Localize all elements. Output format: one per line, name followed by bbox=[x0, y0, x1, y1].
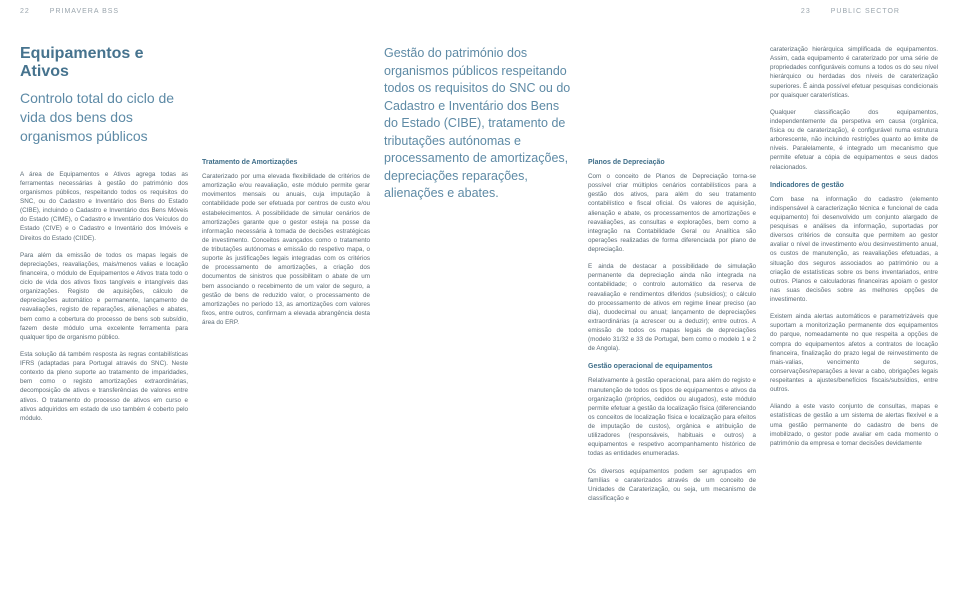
page-number-right: 23 bbox=[801, 8, 811, 15]
brand-right: PUBLIC SECTOR bbox=[831, 8, 900, 15]
col5-para-4: Existem ainda alertas automáticos e para… bbox=[770, 312, 938, 394]
section-label-amortizacoes: Tratamento de Amortizações bbox=[202, 159, 370, 166]
col5-para-1: caraterização hierárquica simplificada d… bbox=[770, 45, 938, 100]
col1-para-1: A área de Equipamentos e Ativos agrega t… bbox=[20, 170, 188, 243]
content-area: Equipamentos e Ativos Controlo total do … bbox=[0, 15, 960, 511]
column-3: Gestão do património dos organismos públ… bbox=[384, 45, 574, 511]
col4-para-2: E ainda de destacar a possibilidade de s… bbox=[588, 262, 756, 353]
col5-para-2: Qualquer classificação dos equipamentos,… bbox=[770, 108, 938, 172]
header-right: 23 PUBLIC SECTOR bbox=[801, 8, 900, 15]
col5-para-3: Com base na informação do cadastro (elem… bbox=[770, 195, 938, 305]
section-label-gestao-op: Gestão operacional de equipamentos bbox=[588, 363, 756, 370]
header-left: 22 PRIMAVERA BSS bbox=[20, 8, 119, 15]
page-subtitle: Controlo total do ciclo de vida dos bens… bbox=[20, 89, 188, 146]
col4-para-4: Os diversos equipamentos podem ser agrup… bbox=[588, 467, 756, 504]
col5-para-5: Aliando a este vasto conjunto de consult… bbox=[770, 402, 938, 448]
section-label-indicadores: Indicadores de gestão bbox=[770, 182, 938, 189]
callout-text: Gestão do património dos organismos públ… bbox=[384, 45, 574, 203]
col4-para-1: Com o conceito de Planos de Depreciação … bbox=[588, 172, 756, 254]
column-5: caraterização hierárquica simplificada d… bbox=[770, 45, 938, 511]
col1-para-3: Esta solução dá também resposta às regra… bbox=[20, 350, 188, 423]
page-number-left: 22 bbox=[20, 8, 30, 15]
brand-left: PRIMAVERA BSS bbox=[50, 8, 119, 15]
col2-para-1: Caraterizado por uma elevada flexibilida… bbox=[202, 172, 370, 327]
col4-para-3: Relativamente à gestão operacional, para… bbox=[588, 376, 756, 458]
page-header: 22 PRIMAVERA BSS 23 PUBLIC SECTOR bbox=[0, 0, 960, 15]
section-label-planos: Planos de Depreciação bbox=[588, 159, 756, 166]
column-2: Tratamento de Amortizações Caraterizado … bbox=[202, 45, 370, 511]
column-4: Planos de Depreciação Com o conceito de … bbox=[588, 45, 756, 511]
col1-para-2: Para além da emissão de todos os mapas l… bbox=[20, 251, 188, 342]
column-1: Equipamentos e Ativos Controlo total do … bbox=[20, 45, 188, 511]
page-title: Equipamentos e Ativos bbox=[20, 45, 188, 81]
